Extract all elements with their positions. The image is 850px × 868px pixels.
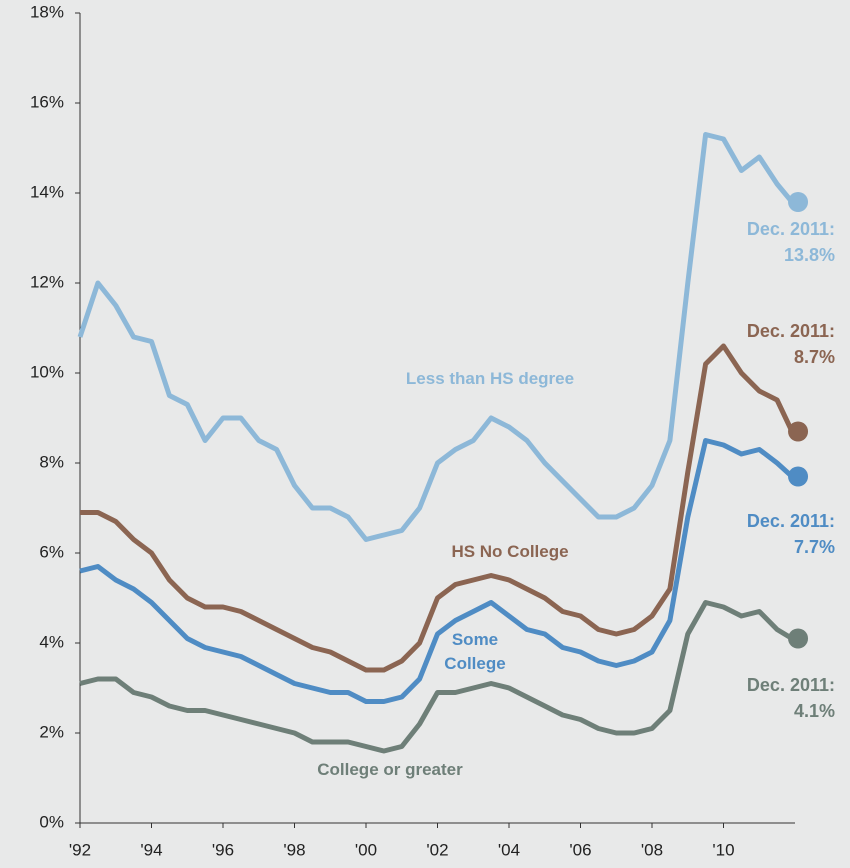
y-tick-label: 16% <box>30 92 64 111</box>
y-tick-label: 8% <box>39 452 64 471</box>
x-tick-label: '92 <box>69 840 91 859</box>
end-label: 13.8% <box>784 245 835 265</box>
series-line <box>77 132 794 542</box>
series-label: Some College <box>444 630 506 673</box>
end-note: Dec. 2011: <box>747 321 835 341</box>
end-dot <box>788 628 809 649</box>
y-tick-label: 0% <box>39 812 64 831</box>
series-label: HS No College <box>451 542 569 561</box>
x-tick-label: '94 <box>140 840 162 859</box>
y-tick-label: 12% <box>30 272 64 291</box>
y-tick-label: 6% <box>39 542 64 561</box>
x-tick-label: '96 <box>212 840 234 859</box>
y-tick-label: 14% <box>30 182 64 201</box>
x-tick-label: '10 <box>712 840 734 859</box>
y-tick-label: 2% <box>39 722 64 741</box>
y-tick-label: 10% <box>30 362 64 381</box>
end-label: 4.1% <box>794 701 835 721</box>
series-line <box>80 343 795 673</box>
x-tick-label: '02 <box>426 840 448 859</box>
y-tick-label: 18% <box>30 2 64 21</box>
end-dot <box>788 466 809 487</box>
end-note: Dec. 2011: <box>747 511 835 531</box>
end-label: 7.7% <box>794 537 835 557</box>
end-label: 8.7% <box>794 347 835 367</box>
series-line <box>79 600 794 754</box>
y-tick-label: 4% <box>39 632 64 651</box>
series-line <box>79 438 794 704</box>
x-tick-label: '04 <box>498 840 520 859</box>
series-label: College or greater <box>317 760 463 779</box>
x-tick-label: '00 <box>355 840 377 859</box>
x-tick-label: '98 <box>283 840 305 859</box>
x-tick-label: '06 <box>569 840 591 859</box>
x-tick-label: '08 <box>641 840 663 859</box>
end-dot <box>788 192 809 212</box>
end-note: Dec. 2011: <box>747 219 835 239</box>
series-label: Less than HS degree <box>405 369 575 388</box>
end-note: Dec. 2011: <box>747 675 835 695</box>
end-dot <box>788 421 809 442</box>
